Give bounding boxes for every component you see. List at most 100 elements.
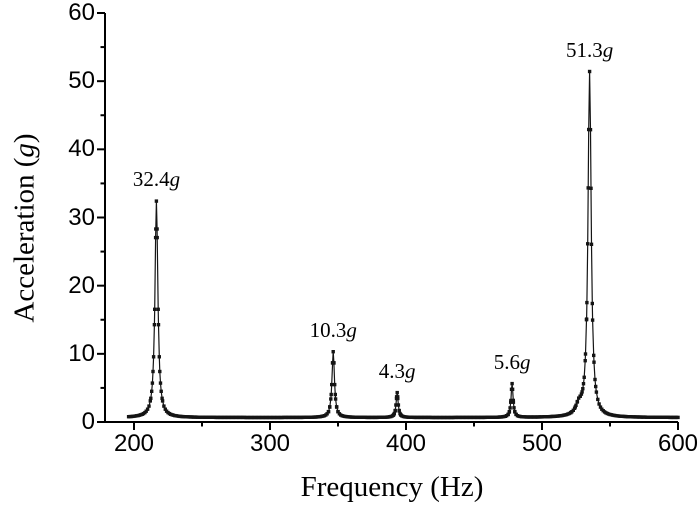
data-point-marker [336, 410, 340, 414]
peak-annotation: 32.4g [133, 167, 180, 191]
data-point-marker [592, 360, 596, 364]
y-axis-title-unit: g [8, 143, 41, 158]
data-point-marker [586, 242, 590, 246]
data-point-marker [397, 409, 401, 413]
y-tick-label: 50 [68, 67, 95, 95]
peak-annotation-value: 5.6 [493, 349, 520, 374]
peak-annotation-value: 10.3 [309, 317, 347, 342]
data-point-marker [151, 355, 156, 359]
data-point-marker [157, 355, 161, 359]
data-point-marker [594, 384, 598, 389]
data-point-marker [508, 406, 512, 410]
y-axis-title: Acceleration (g) [9, 133, 42, 322]
data-point-marker [328, 405, 332, 409]
data-point-marker [329, 397, 333, 401]
data-point-marker [392, 411, 396, 416]
x-tick-label: 400 [385, 430, 427, 457]
data-point-marker [158, 369, 162, 374]
data-point-marker [582, 375, 586, 379]
peak-annotation-unit: g [602, 38, 614, 63]
y-tick-label: 30 [68, 203, 95, 231]
data-point-marker [579, 392, 584, 396]
data-point-marker [587, 69, 592, 74]
x-tick-label: 500 [521, 430, 563, 457]
data-point-marker [593, 377, 597, 382]
data-point-marker [575, 399, 580, 404]
peak-annotation: 4.3g [379, 359, 416, 383]
data-point-marker [335, 405, 339, 409]
data-point-marker [590, 301, 594, 306]
peak-annotation-unit: g [169, 167, 181, 192]
data-point-marker [597, 402, 601, 406]
data-point-marker [506, 412, 510, 416]
data-point-marker [155, 227, 159, 231]
x-tick-label: 600 [657, 430, 699, 457]
y-tick-label: 20 [68, 271, 95, 299]
peak-annotation-unit: g [519, 349, 531, 374]
data-point-marker [590, 318, 595, 322]
data-point-marker [583, 359, 587, 363]
data-point-marker [588, 128, 593, 132]
data-point-marker [330, 382, 334, 387]
data-point-marker [578, 394, 582, 398]
data-point-marker [510, 387, 515, 391]
y-tick-label: 10 [68, 339, 95, 367]
data-point-marker [155, 235, 159, 240]
data-point-marker [149, 396, 153, 400]
data-point-marker [396, 396, 400, 401]
data-point-marker [162, 404, 166, 408]
data-point-marker [329, 392, 333, 397]
data-point-marker [326, 409, 331, 414]
data-point-marker [571, 408, 575, 412]
data-point-marker [589, 186, 593, 190]
data-point-marker [153, 307, 157, 311]
data-point-marker [507, 410, 512, 414]
peak-annotation: 10.3g [310, 318, 357, 342]
data-point-marker [510, 381, 514, 386]
data-point-marker [144, 409, 148, 413]
data-point-marker [585, 300, 589, 305]
data-point-marker [396, 403, 401, 407]
data-point-marker [577, 396, 581, 400]
data-point-marker [511, 400, 516, 404]
y-tick-label: 40 [68, 135, 95, 163]
data-point-marker [152, 323, 157, 327]
data-point-marker [586, 186, 590, 190]
data-point-marker [587, 127, 591, 132]
data-point-marker [148, 399, 152, 403]
y-axis-title-close: ) [8, 133, 41, 144]
peak-annotation-value: 4.3 [378, 358, 406, 383]
data-point-marker [592, 353, 596, 358]
data-point-marker [158, 381, 163, 385]
data-point-marker [325, 412, 329, 416]
data-point-marker [332, 361, 336, 365]
peak-annotation: 5.6g [494, 350, 531, 374]
data-point-marker [150, 389, 154, 393]
x-axis-title: Frequency (Hz) [300, 471, 484, 503]
data-point-marker [331, 350, 335, 354]
data-point-marker [395, 390, 399, 395]
data-point-marker [676, 415, 680, 420]
data-point-marker [333, 397, 338, 401]
data-point-marker [147, 404, 151, 408]
data-point-marker [333, 382, 337, 387]
y-tick-label: 60 [68, 0, 95, 26]
peak-annotation-value: 51.3 [565, 38, 603, 63]
peak-annotation-unit: g [346, 317, 357, 342]
y-tick-label: 0 [81, 408, 95, 435]
data-point-marker [580, 390, 584, 394]
data-point-marker [151, 369, 155, 374]
data-point-marker [598, 405, 603, 409]
spectrum-curve-markers [126, 69, 680, 420]
data-point-marker [159, 389, 163, 393]
x-tick-label: 300 [249, 430, 291, 457]
data-point-marker [594, 390, 599, 394]
peak-annotation-unit: g [405, 358, 416, 383]
data-point-marker [333, 392, 337, 397]
data-point-marker [511, 398, 515, 403]
data-point-marker [163, 407, 167, 411]
data-point-marker [581, 387, 585, 391]
data-point-marker [160, 399, 165, 403]
